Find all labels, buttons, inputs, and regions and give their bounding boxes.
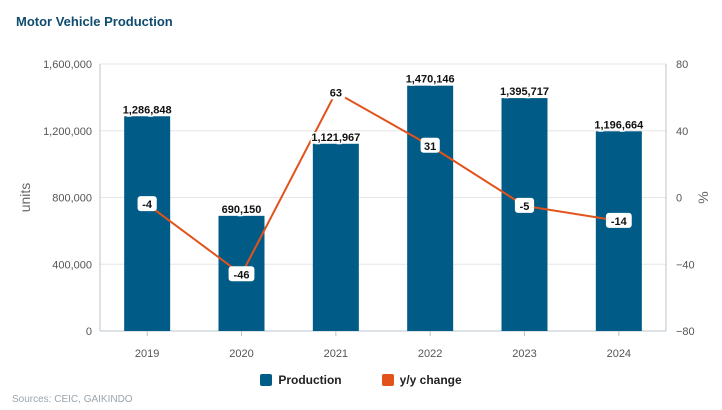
y-right-tick-label: −80 (676, 326, 695, 338)
y-tick-label: 800,000 (52, 193, 92, 205)
chart-title: Motor Vehicle Production (16, 14, 173, 29)
y-right-tick-label: 80 (676, 59, 688, 71)
legend: Production y/y change (0, 373, 722, 387)
bar (312, 143, 359, 331)
legend-label-yy-change: y/y change (399, 373, 462, 387)
line-data-label: -46 (234, 269, 250, 281)
combo-chart: 0 400,000 800,000 1,200,000 1,600,000 −80 −40 0… (17, 59, 711, 360)
line-label-bg (420, 137, 440, 153)
x-tick-label: 2022 (418, 348, 442, 360)
bar-data-label: 1,196,664 (594, 119, 644, 131)
y-right-tick-label: 0 (676, 193, 682, 205)
bar (501, 98, 548, 332)
line-label-bg (514, 197, 535, 213)
y-axis-title: units (17, 183, 33, 213)
line-label-bg (326, 84, 346, 100)
y-tick-label: 1,600,000 (43, 59, 92, 71)
line-label-bg (137, 196, 157, 212)
y-right-axis-title: % (695, 191, 711, 203)
line-label-bg (605, 212, 632, 228)
line-data-label: -4 (142, 199, 153, 211)
y-right-tick-label: −40 (676, 259, 695, 271)
legend-swatch-yy-change (381, 374, 394, 386)
yy-change-line (146, 90, 619, 276)
bar-data-label: 1,286,848 (123, 104, 172, 116)
bar-data-label: 1,470,146 (406, 74, 455, 86)
y-right-tick-label: 40 (676, 126, 688, 138)
line-data-label: -14 (611, 216, 628, 228)
x-tick-label: 2020 (229, 348, 253, 360)
bar (407, 85, 454, 331)
legend-swatch-production (260, 374, 273, 386)
y-tick-label: 1,200,000 (43, 126, 92, 138)
x-tick-label: 2021 (324, 348, 348, 360)
bar-data-label: 1,121,967 (311, 132, 360, 144)
line-label-bg (228, 266, 255, 282)
x-tick-label: 2024 (607, 348, 631, 360)
line-data-label: -5 (520, 201, 530, 213)
bar-data-label: 690,150 (222, 204, 262, 216)
legend-label-production: Production (278, 373, 342, 387)
bar (595, 131, 642, 331)
y-tick-label: 400,000 (52, 259, 92, 271)
x-tick-label: 2019 (135, 348, 159, 360)
source-note: Sources: CEIC, GAIKINDO (12, 394, 133, 405)
y-tick-label: 0 (86, 326, 92, 338)
line-data-label: 63 (330, 87, 342, 99)
line-data-label: 31 (424, 141, 436, 153)
legend-item-yy-change[interactable]: y/y change (381, 373, 462, 387)
bar (124, 116, 171, 332)
legend-item-production[interactable]: Production (260, 373, 342, 387)
x-tick-label: 2023 (512, 348, 536, 360)
bar-data-label: 1,395,717 (500, 86, 549, 98)
